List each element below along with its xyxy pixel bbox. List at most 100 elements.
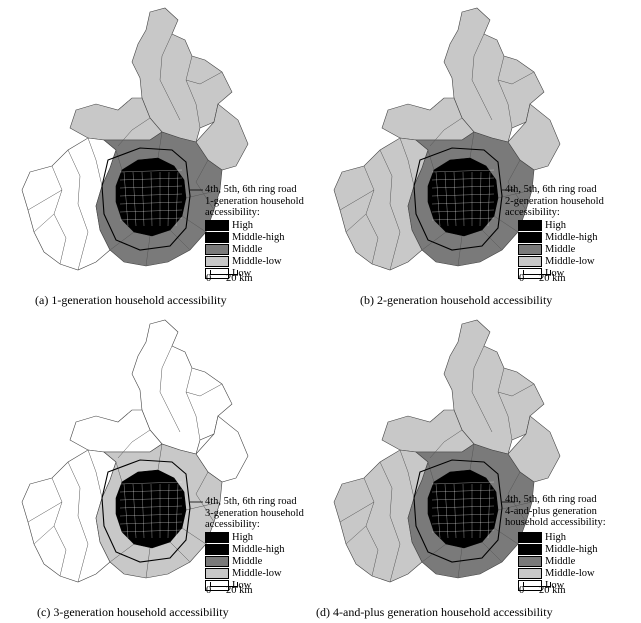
core-grid-line [444, 483, 449, 539]
legend-label: Middle-high [232, 232, 285, 243]
district-boundary [497, 501, 533, 511]
legend-item-middle-low: Middle-low [205, 256, 282, 268]
district-boundary [421, 231, 447, 251]
legend-swatch-middle-low [205, 568, 229, 580]
legend-title: 1-generation household accessibility: [205, 196, 304, 218]
district-boundary [145, 235, 151, 267]
scale-bar [210, 270, 238, 275]
district-boundary [429, 117, 463, 147]
legend-item-low: Low [518, 268, 564, 280]
legend-item-high: High [205, 220, 253, 232]
core-grid-line [141, 171, 145, 227]
legend-item-middle-high: Middle-high [518, 232, 598, 244]
legend-label: Middle-high [545, 232, 598, 243]
urban-core-street-grid [431, 481, 495, 539]
scale-bar [210, 582, 238, 587]
core-grid-line [453, 483, 457, 539]
legend-label: Middle-high [545, 544, 598, 555]
core-grid-line [119, 201, 183, 205]
district-map-b [333, 7, 561, 271]
core-grid-line [119, 513, 183, 517]
district-boundary [33, 213, 55, 233]
urban-core-street-grid [431, 169, 495, 227]
legend-label: Low [545, 268, 565, 279]
district-boundary [115, 461, 123, 483]
map-panel-d: 4th, 5th, 6th ring road 4-and-plus gener… [312, 312, 632, 623]
district-boundary [345, 213, 367, 233]
legend-swatch-high [518, 220, 542, 232]
legend-item-high: High [518, 220, 566, 232]
district-boundary [481, 229, 503, 251]
core-grid-line [487, 483, 491, 539]
legend-label: Low [232, 268, 252, 279]
core-grid-line [119, 193, 183, 197]
district-boundary [87, 449, 103, 499]
district-boundary [497, 71, 535, 85]
district-boundary [457, 547, 463, 579]
legend-item-high: High [205, 532, 253, 544]
district-boundary [157, 131, 163, 159]
ring-road-label: 4th, 5th, 6th ring road [505, 184, 597, 195]
map-panel-c: 4th, 5th, 6th ring road 3-generation hou… [0, 312, 320, 623]
ring-road-line [101, 147, 191, 251]
panel-caption: (d) 4-and-plus generation household acce… [316, 605, 553, 619]
core-grid-line [150, 483, 153, 539]
legend-swatch-middle [518, 556, 542, 568]
core-grid-line [175, 483, 179, 539]
core-grid-line [119, 185, 183, 189]
district-boundary [117, 409, 133, 423]
district-boundary [157, 443, 163, 471]
core-grid-line [487, 171, 491, 227]
district-boundary [109, 231, 135, 251]
legend-swatch-middle-high [205, 232, 229, 244]
legend-swatch-middle-low [205, 256, 229, 268]
core-grid-line [123, 171, 129, 227]
core-grid-line [431, 481, 495, 485]
district-boundary [67, 149, 89, 271]
legend-item-middle-low: Middle-low [205, 568, 282, 580]
district-boundary [471, 33, 493, 121]
scale-zero: 0 [206, 273, 212, 284]
legend-label: High [232, 220, 253, 231]
core-grid-line [462, 171, 465, 227]
district-boundary [399, 137, 415, 187]
core-grid-line [431, 209, 495, 213]
legend-label: High [232, 532, 253, 543]
legend-title: 3-generation household accessibility: [205, 508, 304, 530]
district-boundary [195, 471, 215, 523]
north-districts-region [131, 319, 233, 455]
core-grid-line [119, 497, 183, 501]
core-grid-line [119, 217, 183, 221]
legend-item-middle: Middle [205, 556, 262, 568]
legend-swatch-low [205, 268, 229, 280]
legend-swatch-middle [205, 556, 229, 568]
legend-swatch-middle-high [518, 544, 542, 556]
legend-label: Middle-low [232, 256, 282, 267]
core-grid-line [119, 505, 183, 509]
core-grid-line [132, 483, 137, 539]
district-boundary [493, 527, 519, 545]
legend-label: Middle [232, 556, 263, 567]
legend-swatch-low [518, 580, 542, 592]
core-grid-line [444, 171, 449, 227]
core-grid-line [431, 505, 495, 509]
legend-label: High [545, 532, 566, 543]
legend-item-low: Low [205, 268, 251, 280]
legend-swatch-middle-low [518, 256, 542, 268]
district-boundary [469, 443, 475, 471]
legend-swatch-middle [205, 244, 229, 256]
legend-item-middle-low: Middle-low [518, 256, 595, 268]
district-boundary [429, 429, 463, 459]
district-boundary [469, 131, 475, 159]
core-grid-line [119, 169, 183, 173]
legend-item-low: Low [518, 580, 564, 592]
district-boundary [399, 449, 415, 499]
district-boundary [457, 235, 463, 267]
district-boundary [159, 33, 181, 121]
district-boundary [497, 367, 513, 441]
district-boundary [497, 55, 513, 129]
core-grid-line [431, 201, 495, 205]
district-boundary [169, 541, 191, 563]
legend-title: 2-generation household accessibility: [505, 196, 604, 218]
district-boundary [345, 525, 367, 545]
